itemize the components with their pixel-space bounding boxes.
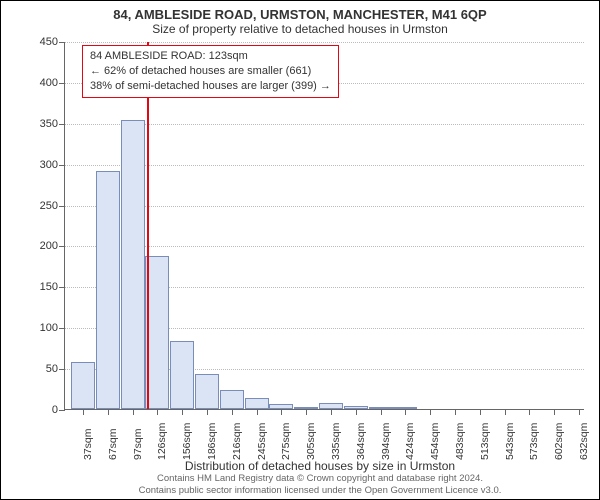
histogram-bar [170,341,194,409]
y-tick-label: 150 [18,281,58,293]
y-tick-label: 0 [18,404,58,416]
annotation-line-2: ← 62% of detached houses are smaller (66… [90,64,331,79]
y-tick [59,410,65,411]
y-tick-label: 50 [18,363,58,375]
x-tick [505,409,506,415]
x-tick-label: 364sqm [355,423,367,460]
x-axis-title: Distribution of detached houses by size … [1,459,599,473]
x-tick-label: 513sqm [479,423,491,460]
y-tick-label: 100 [18,322,58,334]
x-tick [182,409,183,415]
y-tick [59,165,65,166]
y-tick [59,287,65,288]
x-tick-label: 126sqm [156,423,168,460]
footer-line-2: Contains public sector information licen… [139,485,502,496]
x-tick-label: 67sqm [107,428,119,460]
x-tick [579,409,580,415]
x-tick [257,409,258,415]
y-tick [59,83,65,84]
x-tick-label: 156sqm [181,423,193,460]
footer: Contains HM Land Registry data © Crown c… [1,473,599,496]
x-tick-label: 305sqm [305,423,317,460]
footer-line-1: Contains HM Land Registry data © Crown c… [157,473,483,484]
x-tick-label: 543sqm [504,423,516,460]
gridline [65,42,584,43]
y-tick-label: 200 [18,240,58,252]
histogram-bar [220,390,244,409]
x-tick [306,409,307,415]
x-tick [554,409,555,415]
x-tick [281,409,282,415]
y-tick [59,246,65,247]
x-tick [430,409,431,415]
x-tick [232,409,233,415]
y-tick [59,328,65,329]
x-tick [83,409,84,415]
y-tick-label: 250 [18,200,58,212]
histogram-bar [71,362,95,409]
y-tick [59,42,65,43]
chart-container: 84, AMBLESIDE ROAD, URMSTON, MANCHESTER,… [0,0,600,500]
x-tick [405,409,406,415]
y-tick-label: 400 [18,77,58,89]
x-tick-label: 245sqm [256,423,268,460]
x-tick [480,409,481,415]
x-tick [108,409,109,415]
x-tick-label: 275sqm [280,423,292,460]
histogram-bar [96,171,120,409]
y-tick-label: 450 [18,36,58,48]
annotation-line-1: 84 AMBLESIDE ROAD: 123sqm [90,49,331,64]
x-tick-label: 186sqm [206,423,218,460]
histogram-bar [195,374,219,409]
y-tick-label: 300 [18,159,58,171]
page-subtitle: Size of property relative to detached ho… [9,22,591,36]
x-tick-label: 632sqm [578,423,590,460]
x-tick [529,409,530,415]
chart-area: 05010015020025030035040045037sqm67sqm97s… [64,40,584,410]
y-tick-label: 350 [18,118,58,130]
page-title: 84, AMBLESIDE ROAD, URMSTON, MANCHESTER,… [9,7,591,22]
annotation-line-3: 38% of semi-detached houses are larger (… [90,79,331,94]
y-tick [59,124,65,125]
x-tick [157,409,158,415]
x-tick [381,409,382,415]
x-tick [207,409,208,415]
x-tick [455,409,456,415]
x-tick-label: 335sqm [330,423,342,460]
x-tick [133,409,134,415]
x-tick [356,409,357,415]
y-tick [59,369,65,370]
x-tick-label: 37sqm [82,428,94,460]
x-tick-label: 454sqm [429,423,441,460]
y-tick [59,206,65,207]
x-tick-label: 394sqm [380,423,392,460]
x-tick [331,409,332,415]
histogram-bar [121,120,145,409]
x-tick-label: 424sqm [404,423,416,460]
x-tick-label: 573sqm [528,423,540,460]
histogram-bar [245,398,269,409]
x-tick-label: 216sqm [231,423,243,460]
x-tick-label: 602sqm [553,423,565,460]
annotation-box: 84 AMBLESIDE ROAD: 123sqm ← 62% of detac… [82,45,339,98]
x-tick-label: 483sqm [454,423,466,460]
x-tick-label: 97sqm [132,428,144,460]
